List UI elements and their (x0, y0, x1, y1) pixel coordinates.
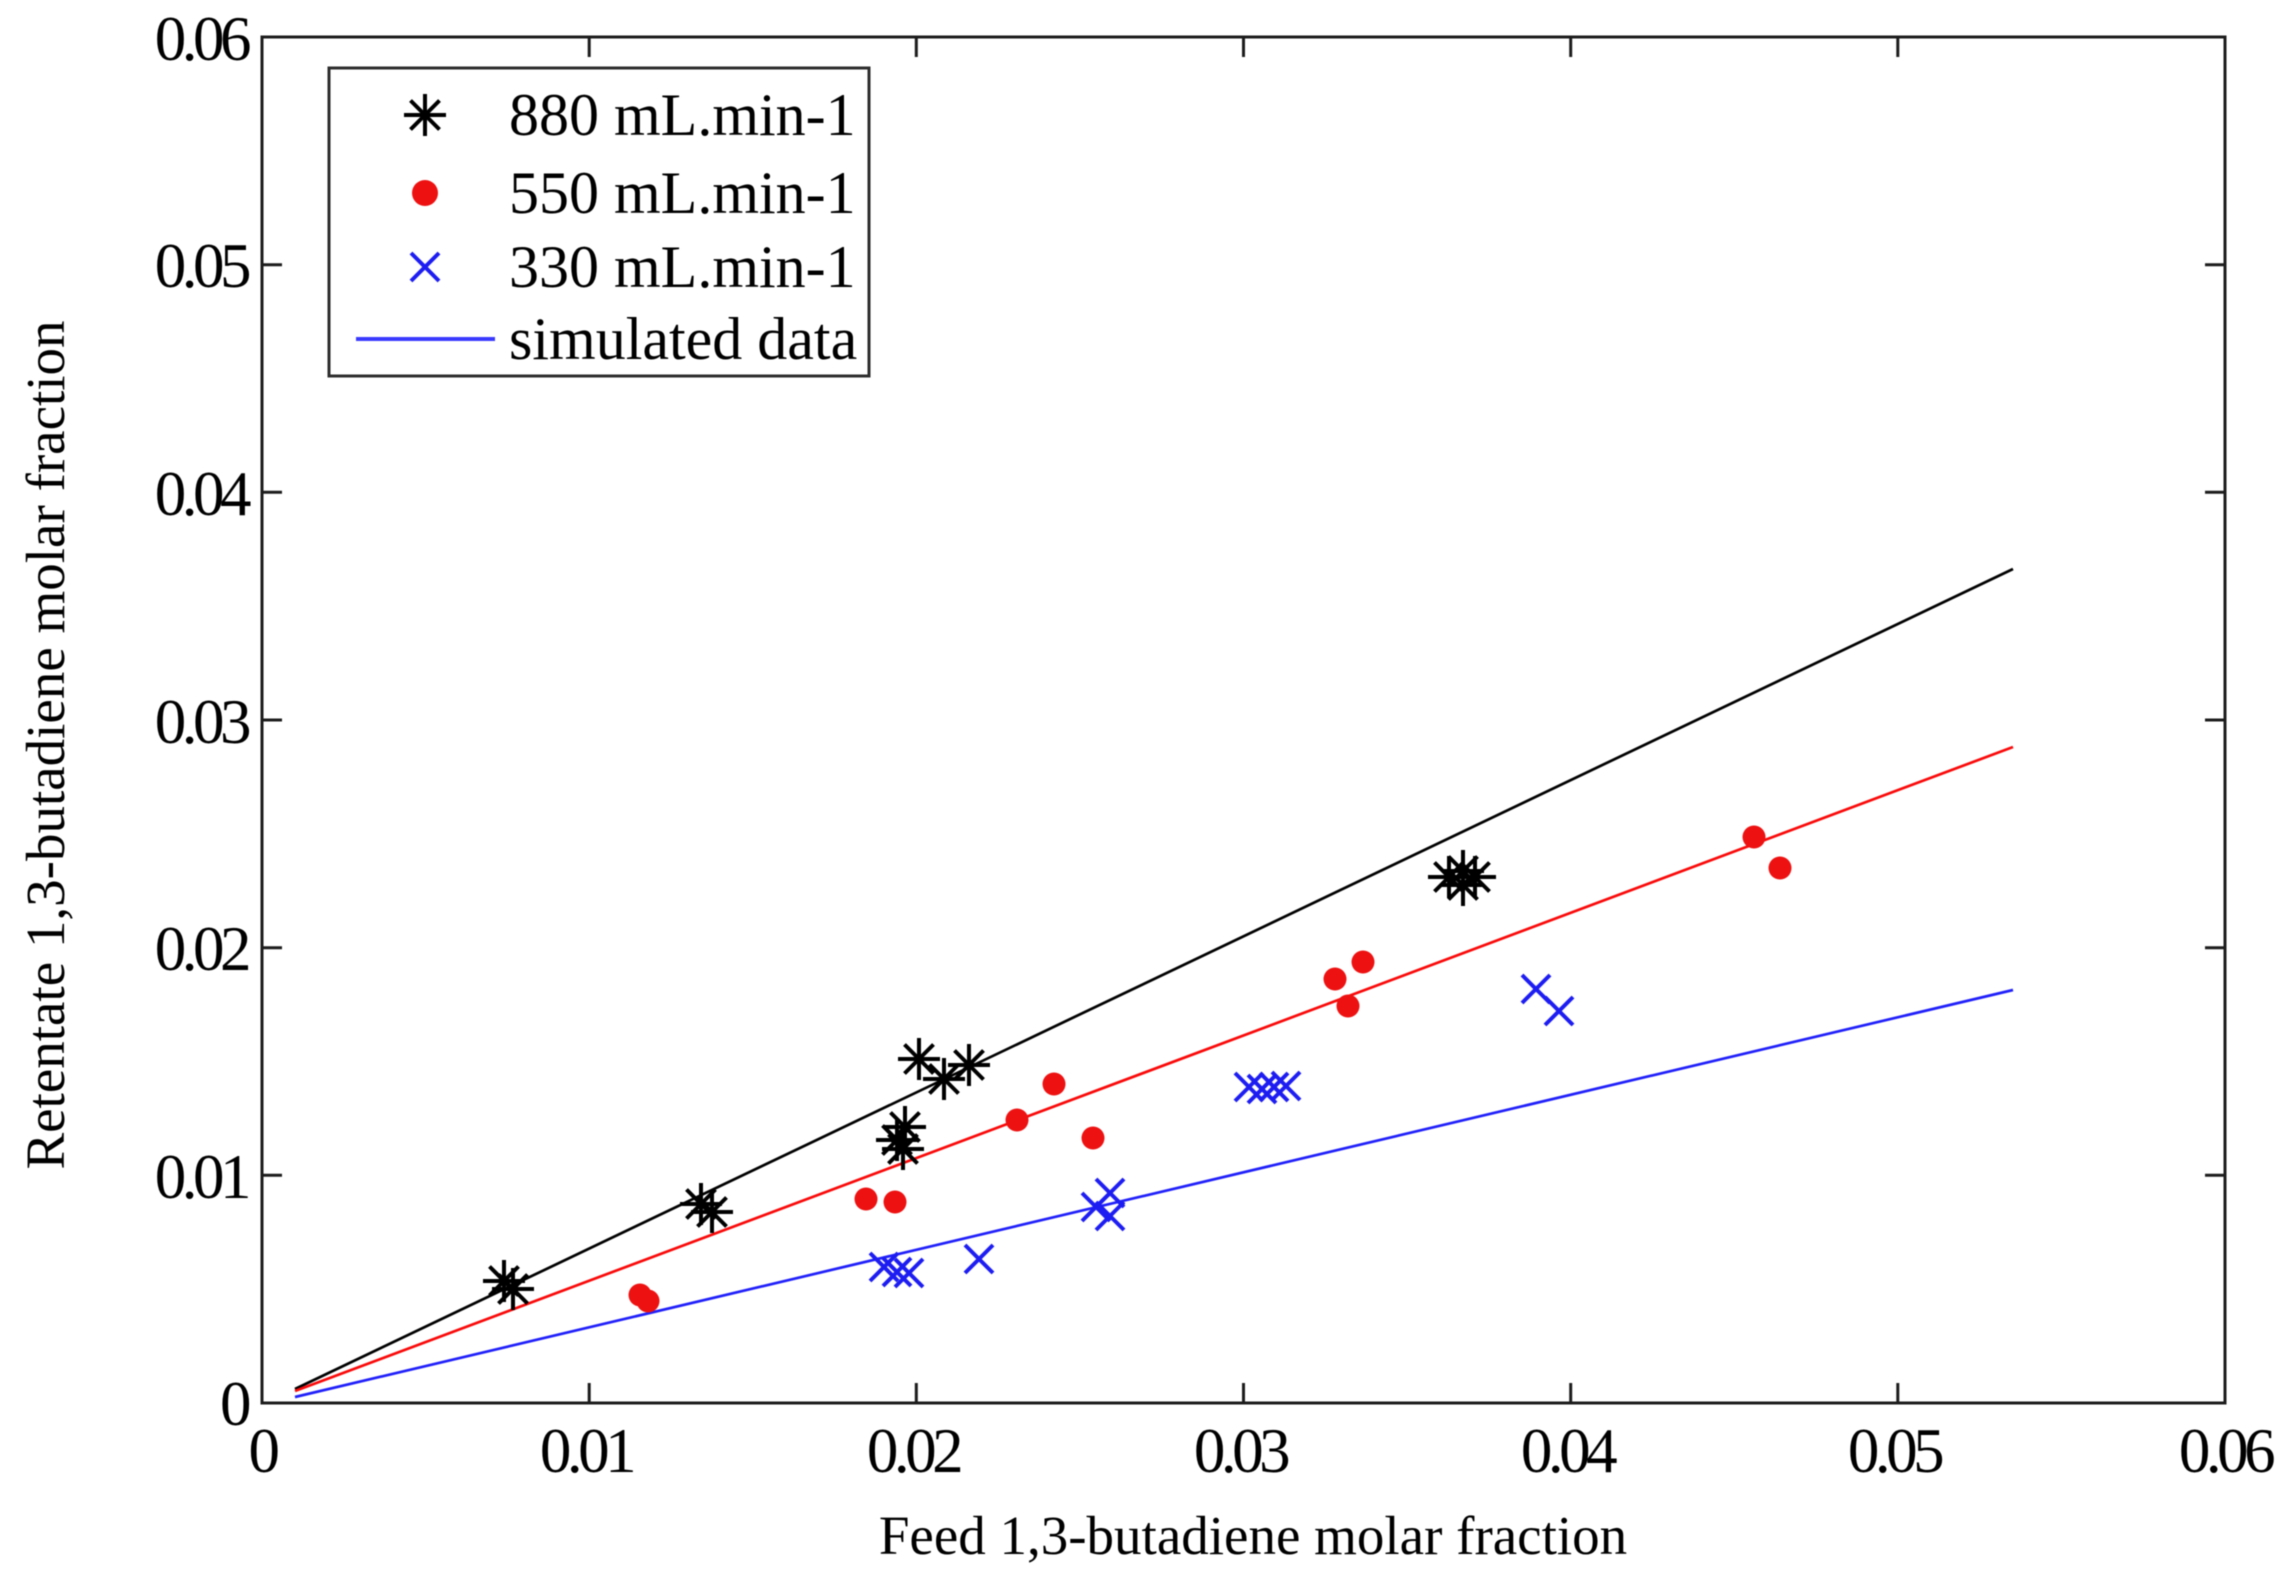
svg-text:0.03: 0.03 (1194, 1416, 1289, 1486)
svg-text:0.06: 0.06 (2179, 1416, 2274, 1486)
svg-text:0.01: 0.01 (540, 1416, 633, 1486)
svg-text:simulated data: simulated data (509, 306, 857, 372)
svg-text:Feed 1,3-butadiene molar fract: Feed 1,3-butadiene molar fraction (879, 1505, 1627, 1566)
svg-text:550 mL.min-1: 550 mL.min-1 (509, 160, 856, 226)
svg-text:0.06: 0.06 (155, 4, 250, 74)
svg-text:330 mL.min-1: 330 mL.min-1 (509, 234, 856, 300)
svg-text:880 mL.min-1: 880 mL.min-1 (509, 82, 856, 148)
svg-text:0.02: 0.02 (867, 1416, 961, 1486)
svg-text:0.05: 0.05 (155, 231, 250, 301)
svg-text:0.02: 0.02 (155, 914, 249, 984)
svg-text:0.05: 0.05 (1848, 1416, 1943, 1486)
svg-text:0: 0 (220, 1369, 250, 1439)
svg-text:0.01: 0.01 (155, 1142, 248, 1212)
svg-text:0.03: 0.03 (155, 687, 250, 757)
svg-text:0.04: 0.04 (1521, 1416, 1617, 1486)
svg-text:0.04: 0.04 (155, 459, 251, 529)
svg-text:0: 0 (249, 1416, 279, 1486)
svg-text:Retentate 1,3-butadiene molar: Retentate 1,3-butadiene molar fraction (15, 320, 76, 1169)
